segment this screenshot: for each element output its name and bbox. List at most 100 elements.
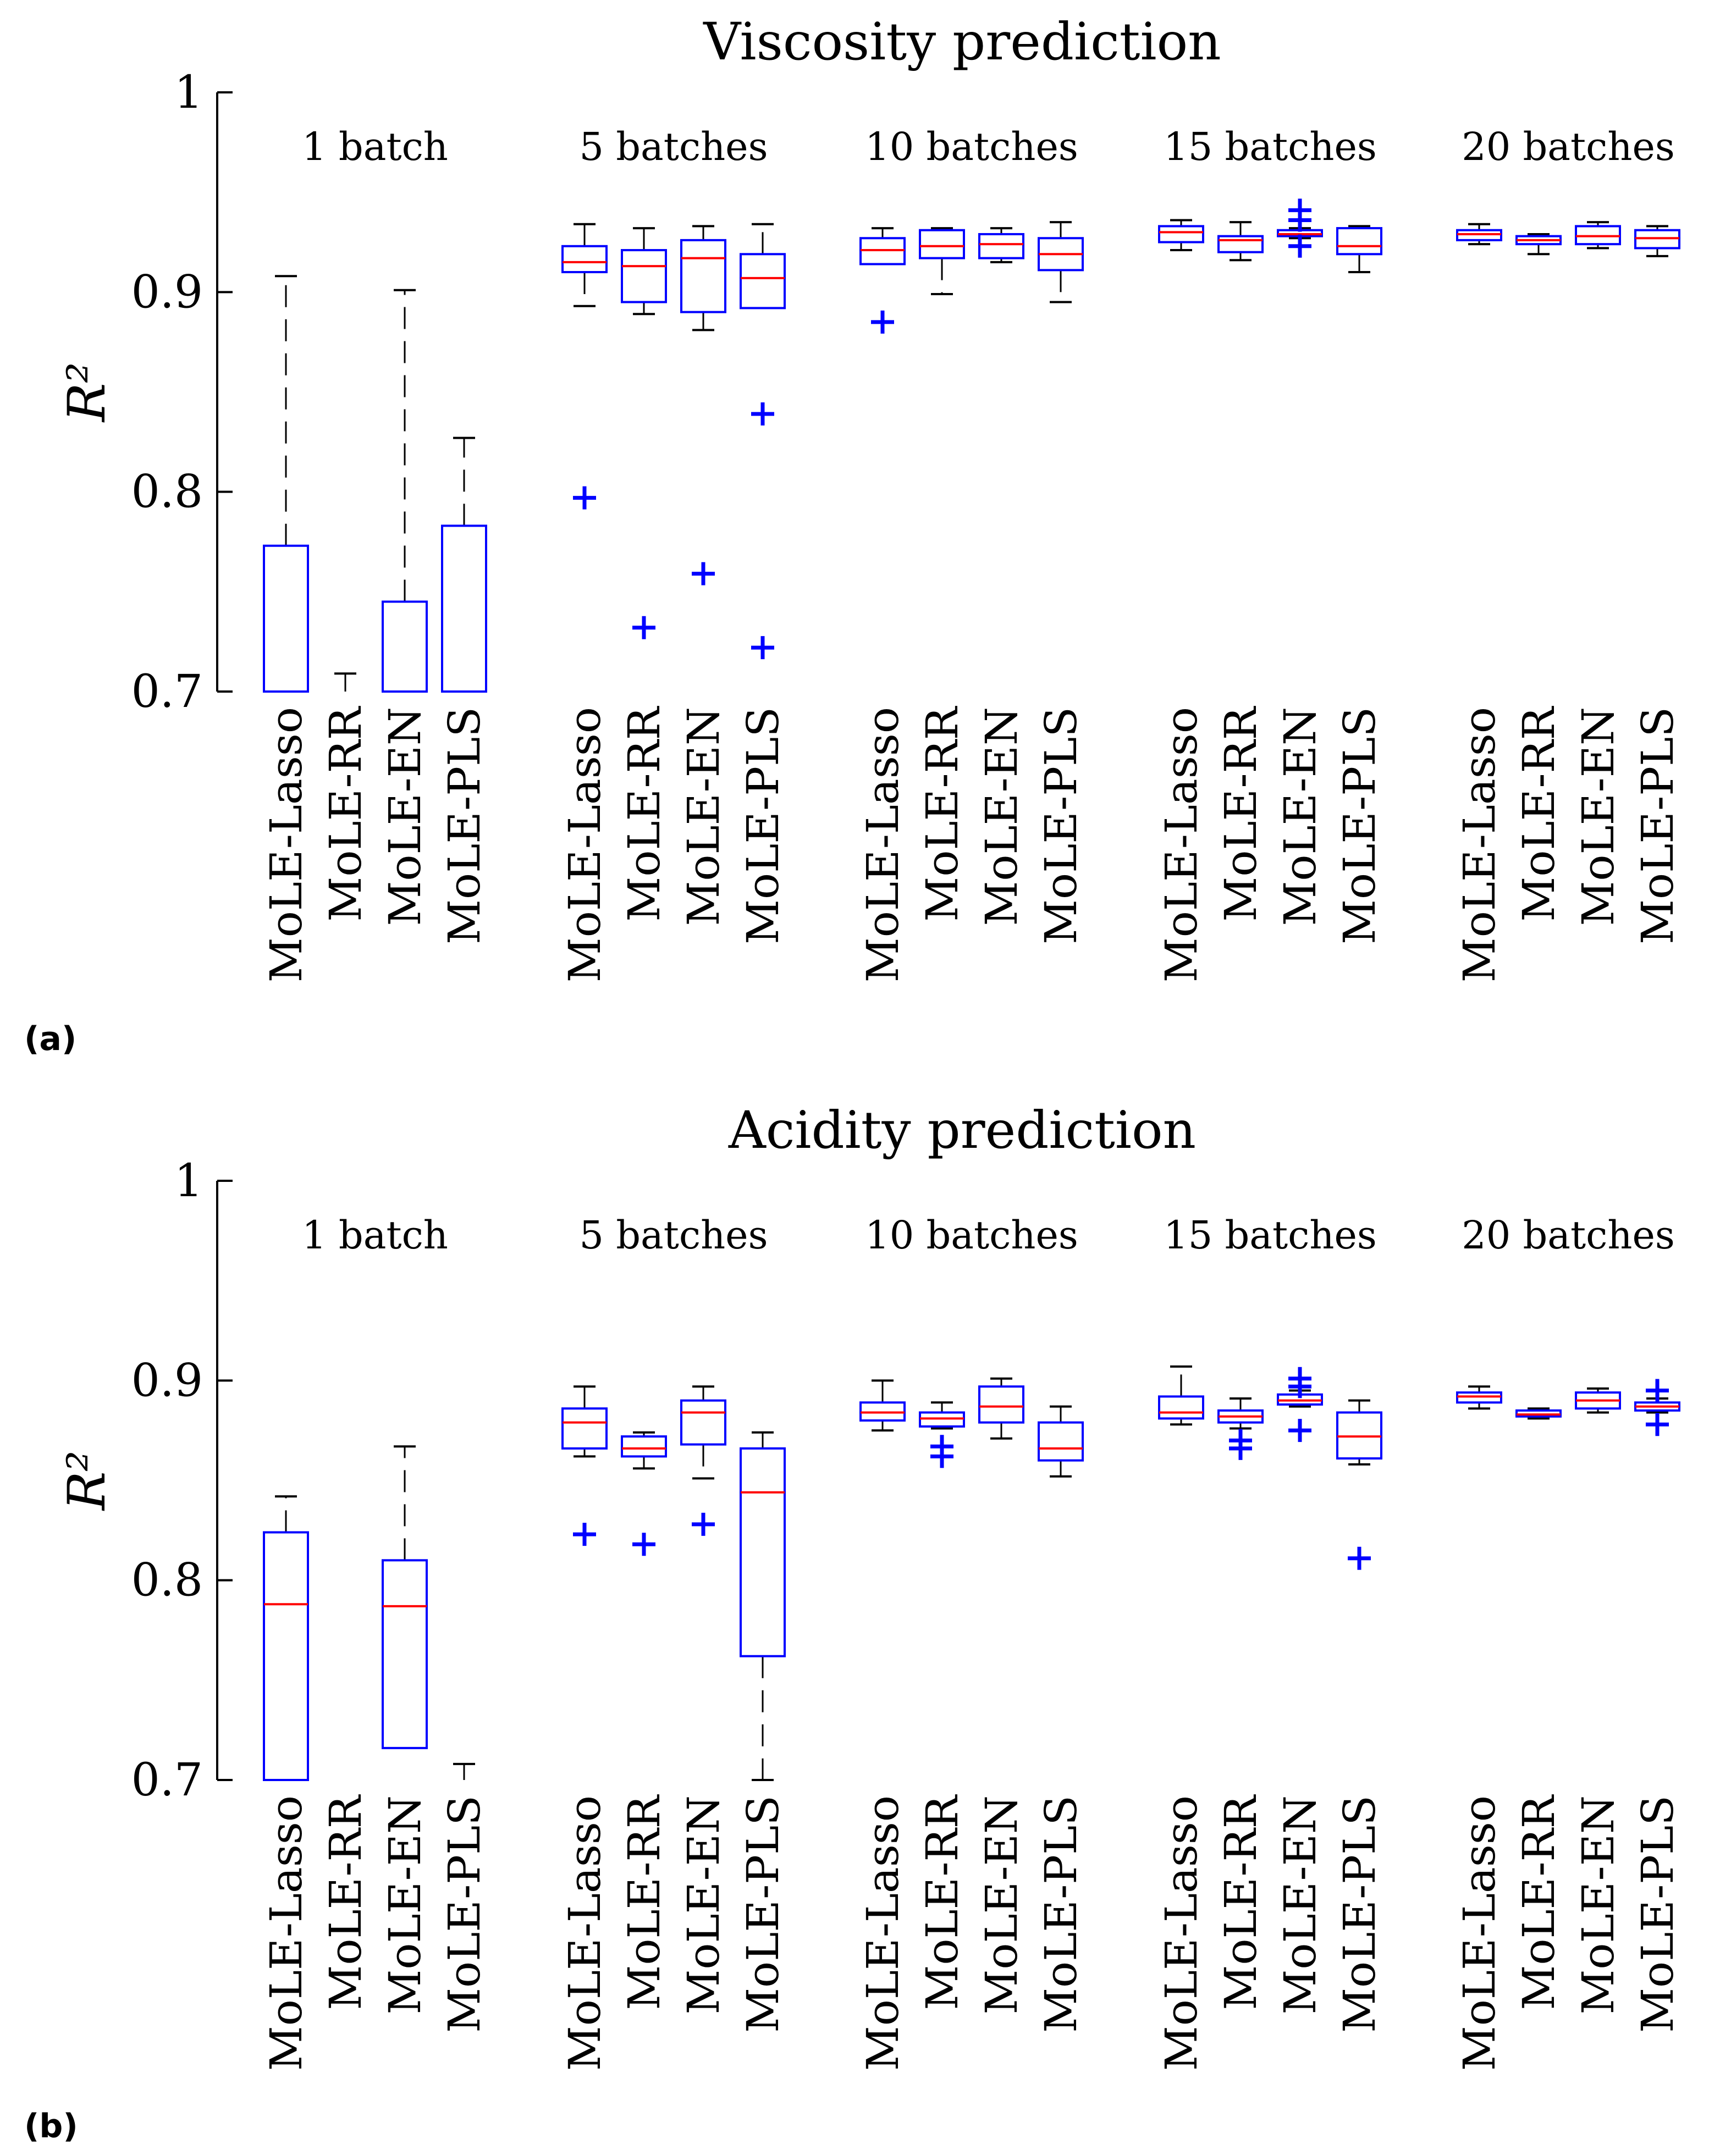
y-tick-label: 0.7 xyxy=(131,666,203,718)
outlier-marker xyxy=(930,1445,953,1468)
x-tick-label: MoLE-RR xyxy=(619,1794,670,2010)
x-tick-label: MoLE-PLS xyxy=(1334,707,1385,944)
box xyxy=(1038,1421,1084,1462)
outlier-marker xyxy=(1229,1436,1252,1460)
y-tick-label: 0.9 xyxy=(131,1355,203,1407)
outlier-marker xyxy=(751,402,774,425)
outlier-marker xyxy=(692,1512,715,1536)
x-tick-label: MoLE-PLS xyxy=(1035,1795,1087,2033)
y-tick-label: 0.8 xyxy=(131,1555,203,1607)
x-tick-label: MoLE-RR xyxy=(917,705,968,921)
x-tick-label: MoLE-EN xyxy=(379,1795,431,2015)
outlier-marker xyxy=(692,562,715,585)
box xyxy=(621,1435,667,1458)
x-tick-label: MoLE-PLS xyxy=(439,1795,490,2033)
group-label: 10 batches xyxy=(865,124,1078,169)
x-tick-label: MoLE-Lasso xyxy=(1156,707,1207,982)
box xyxy=(621,249,667,303)
panel-label: (b) xyxy=(24,2107,78,2146)
outlier-marker xyxy=(1646,1379,1669,1402)
x-tick-label: MoLE-EN xyxy=(976,1795,1027,2015)
x-tick-label: MoLE-EN xyxy=(976,707,1027,926)
x-tick-label: MoLE-Lasso xyxy=(857,1795,908,2071)
box xyxy=(978,233,1024,259)
x-tick-label: MoLE-Lasso xyxy=(1454,707,1505,982)
x-tick-label: MoLE-Lasso xyxy=(1454,1795,1505,2071)
outlier-marker xyxy=(573,1523,596,1546)
box xyxy=(382,600,428,693)
x-tick-label: MoLE-RR xyxy=(1513,705,1564,921)
outlier-marker xyxy=(632,1533,655,1556)
outlier-marker xyxy=(1288,1419,1311,1442)
box xyxy=(1336,227,1382,256)
x-tick-label: MoLE-RR xyxy=(1215,1794,1266,2010)
box xyxy=(680,239,726,313)
y-tick-label: 1 xyxy=(174,67,203,119)
box xyxy=(1158,1395,1204,1420)
group-label: 20 batches xyxy=(1462,124,1675,169)
x-tick-label: MoLE-PLS xyxy=(1035,707,1087,944)
outlier-marker xyxy=(1348,1546,1371,1570)
x-tick-label: MoLE-Lasso xyxy=(559,1795,610,2071)
x-tick-label: MoLE-EN xyxy=(1573,707,1624,926)
x-tick-label: MoLE-RR xyxy=(1215,705,1266,921)
chart-title: Acidity prediction xyxy=(728,1101,1196,1160)
x-tick-label: MoLE-RR xyxy=(1513,1794,1564,2010)
x-tick-label: MoLE-PLS xyxy=(1632,1795,1683,2033)
x-tick-label: MoLE-RR xyxy=(320,1794,371,2010)
x-tick-label: MoLE-PLS xyxy=(1334,1795,1385,2033)
acidity-panel: Acidity prediction (b) 0.7 0.8 0.9 1 R² 1 bat… xyxy=(24,1101,1683,2146)
y-axis-label: R² xyxy=(57,1451,117,1511)
outlier-marker xyxy=(1646,1413,1669,1436)
chart-title: Viscosity prediction xyxy=(703,12,1221,72)
x-tick-label: MoLE-Lasso xyxy=(559,707,610,982)
box xyxy=(978,1385,1024,1424)
outlier-marker xyxy=(1288,234,1311,258)
outlier-marker xyxy=(632,616,655,639)
box xyxy=(1217,235,1264,253)
x-tick-label: MoLE-EN xyxy=(678,707,729,926)
x-tick-label: MoLE-RR xyxy=(917,1794,968,2010)
y-tick-label: 1 xyxy=(174,1155,203,1207)
x-tick-label: MoLE-Lasso xyxy=(261,707,312,982)
y-tick-label: 0.9 xyxy=(131,266,203,318)
box xyxy=(561,245,608,273)
box xyxy=(740,1447,786,1657)
outlier-marker xyxy=(871,310,894,334)
box xyxy=(441,524,487,693)
panel-label: (a) xyxy=(24,1020,76,1058)
group-label: 20 batches xyxy=(1462,1213,1675,1258)
outlier-marker xyxy=(751,636,774,660)
outlier-marker xyxy=(1288,1375,1311,1398)
y-tick-label: 0.8 xyxy=(131,466,203,518)
group-label: 5 batches xyxy=(579,124,768,169)
x-tick-label: MoLE-PLS xyxy=(737,1795,789,2033)
group-label: 10 batches xyxy=(865,1213,1078,1258)
x-tick-label: MoLE-RR xyxy=(320,705,371,921)
box xyxy=(740,253,786,309)
x-tick-label: MoLE-EN xyxy=(1573,1795,1624,2015)
box xyxy=(919,229,965,259)
y-tick-label: 0.7 xyxy=(131,1754,203,1806)
x-tick-label: MoLE-Lasso xyxy=(857,707,908,982)
x-tick-label: MoLE-EN xyxy=(678,1795,729,2015)
group-label: 15 batches xyxy=(1164,1213,1377,1258)
x-tick-label: MoLE-RR xyxy=(619,705,670,921)
box xyxy=(561,1407,608,1450)
y-axis-label: R² xyxy=(57,362,117,423)
box xyxy=(680,1399,726,1446)
group-label: 1 batch xyxy=(302,1213,448,1258)
viscosity-panel: Viscosity prediction (a) 0.7 0.8 0.9 1 R² 1 b… xyxy=(24,12,1683,1058)
group-label: 5 batches xyxy=(579,1213,768,1258)
group-label: 15 batches xyxy=(1164,124,1377,169)
x-tick-label: MoLE-PLS xyxy=(737,707,789,944)
group-label: 1 batch xyxy=(302,124,448,169)
outlier-marker xyxy=(573,486,596,510)
x-tick-label: MoLE-PLS xyxy=(1632,707,1683,944)
x-tick-label: MoLE-EN xyxy=(1275,707,1326,926)
x-tick-label: MoLE-Lasso xyxy=(261,1795,312,2071)
x-tick-label: MoLE-Lasso xyxy=(1156,1795,1207,2071)
outlier-marker xyxy=(1288,208,1311,232)
x-tick-label: MoLE-PLS xyxy=(439,707,490,944)
